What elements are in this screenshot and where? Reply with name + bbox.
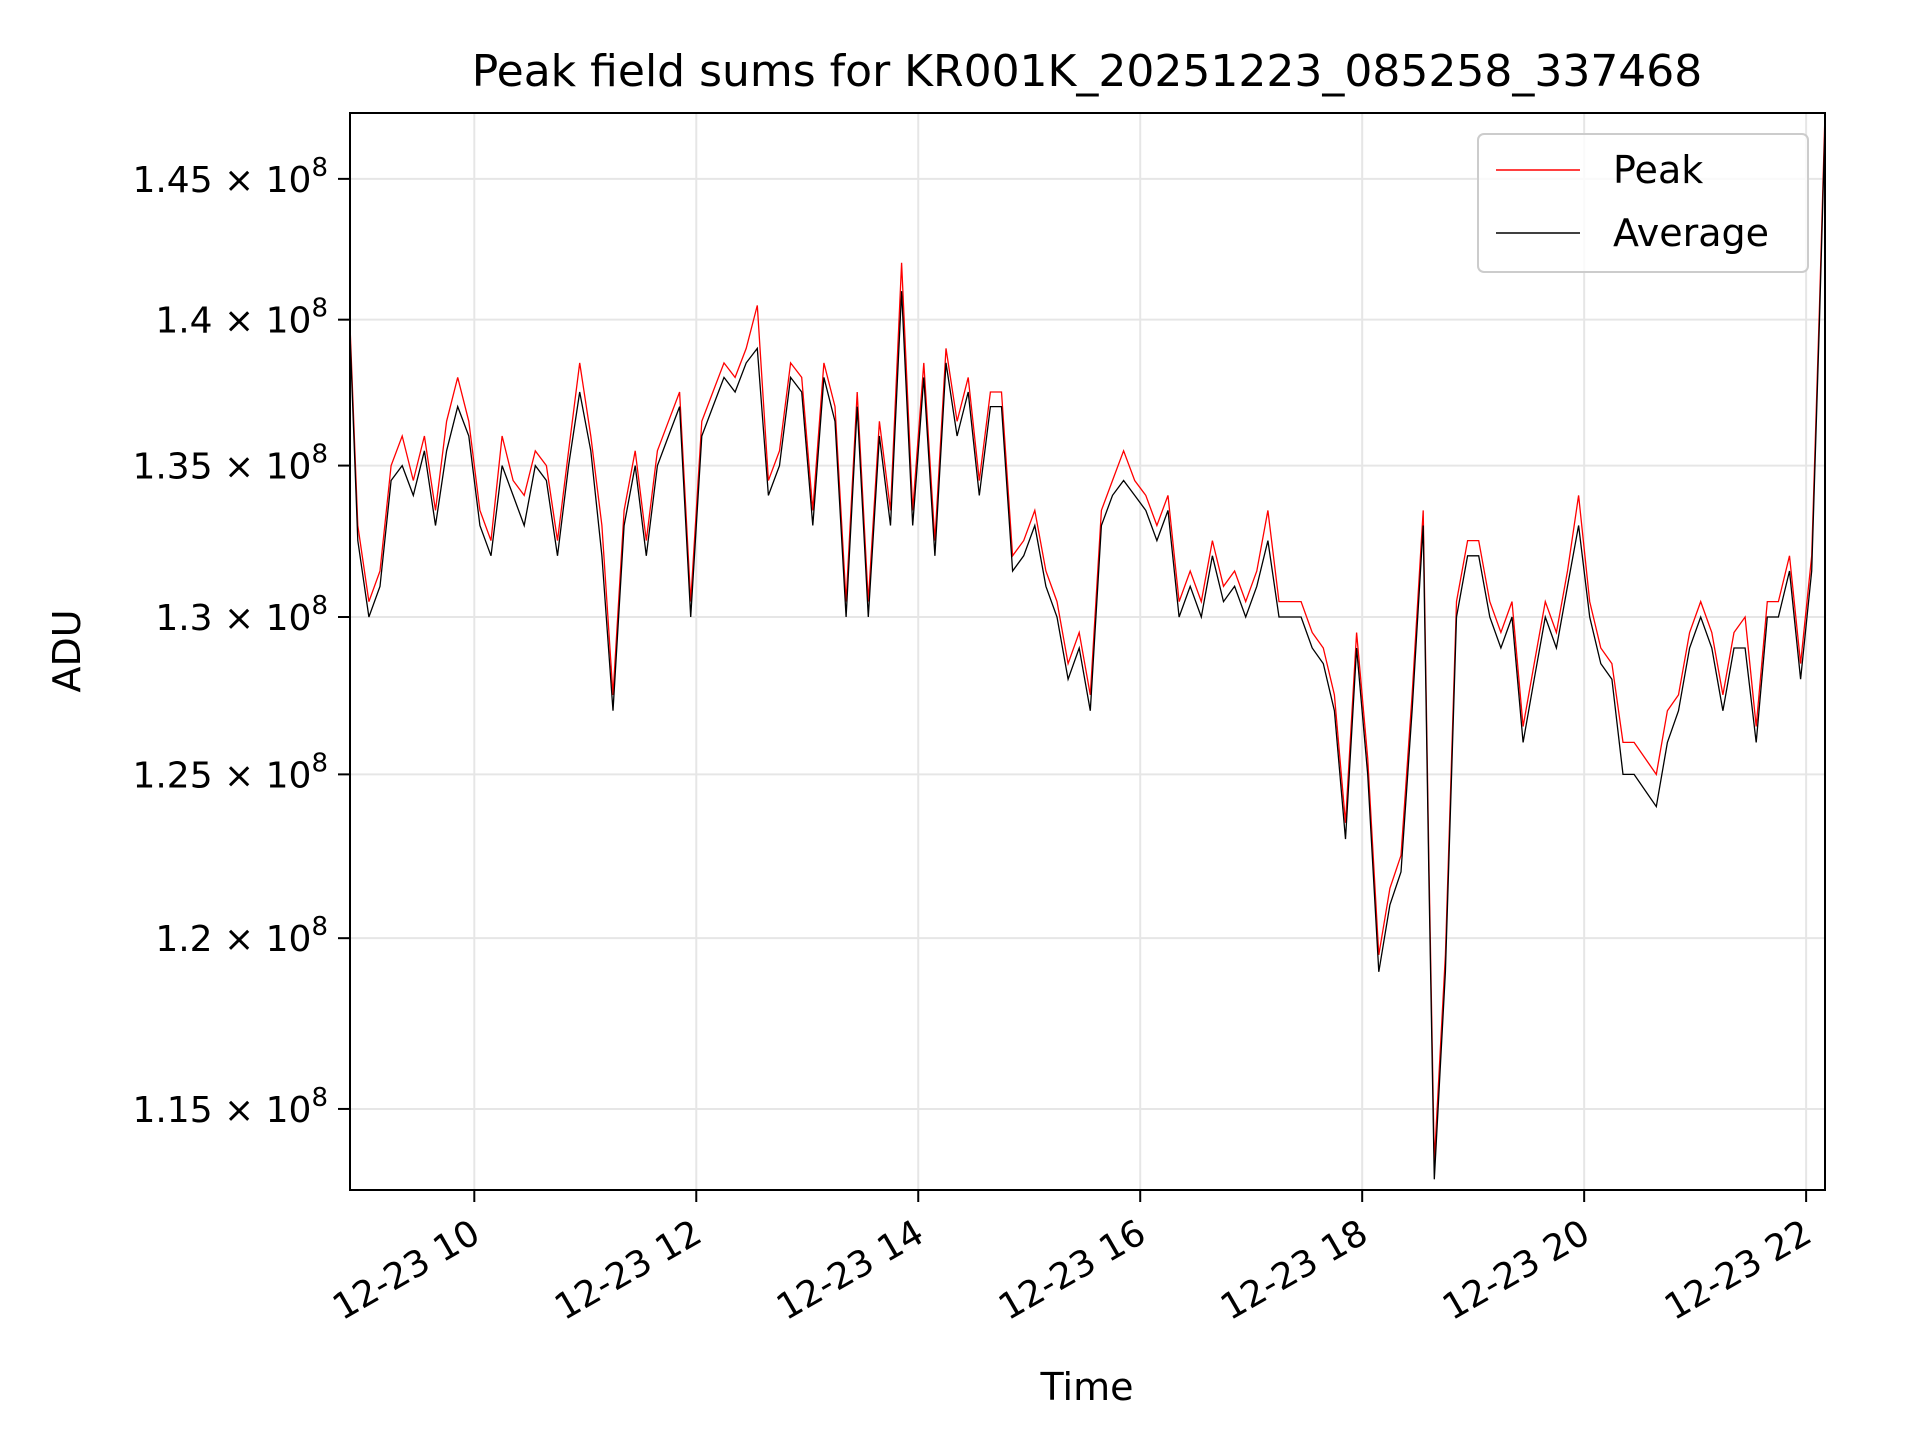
legend-label-average: Average [1613, 211, 1769, 255]
x-tick-label: 12-23 12 [548, 1212, 709, 1328]
y-tick-label: 1.15 × 108 [132, 1083, 328, 1131]
x-tick-label: 12-23 20 [1436, 1212, 1597, 1328]
y-tick-label: 1.3 × 108 [155, 591, 328, 639]
x-tick-label: 12-23 22 [1658, 1212, 1819, 1328]
y-tick-label: 1.25 × 108 [132, 748, 328, 796]
y-ticks: 1.15 × 108 1.2 × 108 1.25 × 108 1.3 × 108 1.… [132, 153, 350, 1131]
y-axis-label: ADU [45, 609, 89, 692]
x-tick-label: 12-23 14 [770, 1212, 931, 1328]
series-line-average [349, 123, 1826, 1180]
legend-label-peak: Peak [1613, 148, 1703, 192]
x-tick-label: 12-23 18 [1214, 1212, 1375, 1328]
x-tick-label: 12-23 10 [326, 1212, 487, 1328]
legend-box [1477, 133, 1809, 273]
y-tick-label: 1.4 × 108 [155, 294, 328, 342]
series-line-peak [349, 112, 1826, 1162]
y-tick-label: 1.2 × 108 [155, 912, 328, 960]
chart-title: Peak field sums for KR001K_20251223_0852… [472, 46, 1703, 97]
x-tick-label: 12-23 16 [992, 1212, 1153, 1328]
y-tick-label: 1.45 × 108 [132, 153, 328, 201]
x-ticks: 12-23 10 12-23 12 12-23 14 12-23 16 12-23 18… [326, 1190, 1819, 1329]
x-axis-label: Time [1040, 1365, 1134, 1409]
legend: Peak Average [1477, 133, 1809, 273]
axes-frame [349, 112, 1826, 1191]
y-tick-label: 1.35 × 108 [132, 440, 328, 488]
